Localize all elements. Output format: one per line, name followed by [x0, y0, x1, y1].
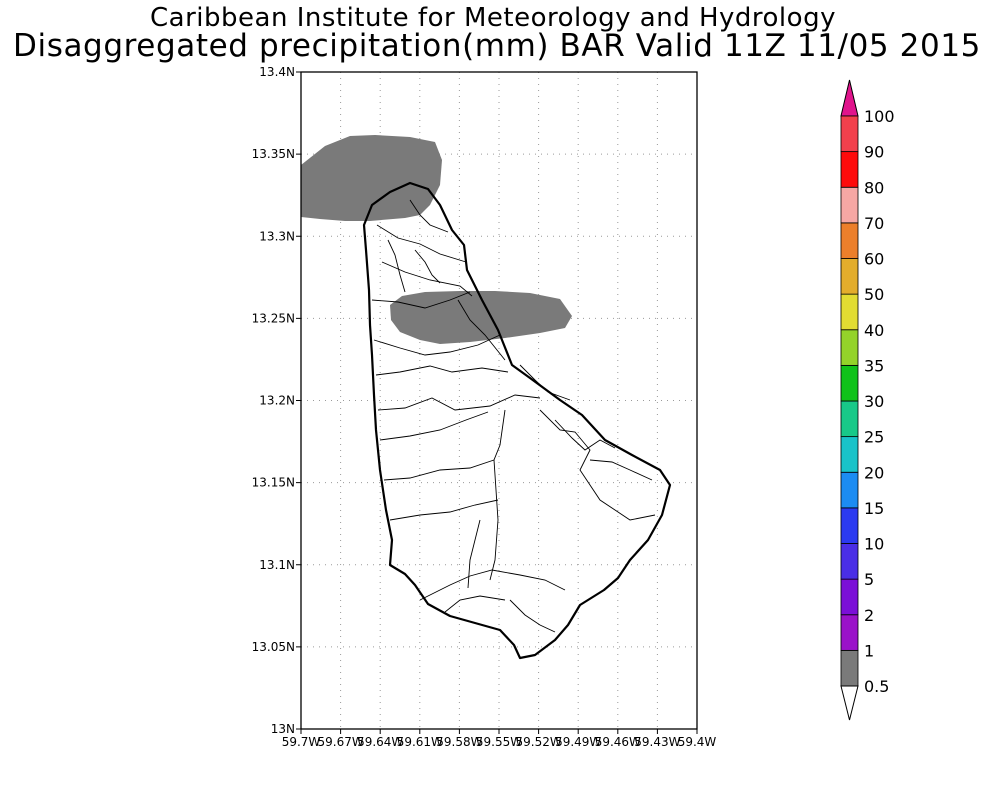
longitude-axis: 59.7W59.67W59.64W59.61W59.58W59.55W59.52… [282, 729, 717, 749]
colorbar-segment [840, 364, 859, 402]
lon-tick-label: 59.55W [476, 735, 522, 749]
lon-tick-label: 59.4W [678, 735, 717, 749]
colorbar-label: 70 [864, 214, 884, 233]
lon-tick-label: 59.7W [282, 735, 321, 749]
lat-tick-label: 13.25N [252, 311, 295, 325]
island-outline [362, 181, 672, 660]
lon-tick-label: 59.61W [397, 735, 443, 749]
colorbar-segment [840, 258, 859, 295]
lat-tick-label: 13.1N [259, 558, 295, 572]
colorbar-segment [840, 578, 859, 616]
lat-tick-label: 13N [271, 722, 295, 736]
lon-tick-label: 59.58W [436, 735, 482, 749]
colorbar-segment [840, 614, 859, 651]
gridlines [301, 72, 697, 729]
colorbar-segment [840, 649, 859, 687]
lon-tick-label: 59.49W [555, 735, 601, 749]
plot-area [301, 72, 697, 729]
colorbar-label: 2 [864, 606, 874, 625]
title-line-2: Disaggregated precipitation(mm) BAR Vali… [13, 28, 981, 64]
colorbar-segment [840, 471, 859, 509]
colorbar-label: 100 [864, 107, 895, 126]
lat-tick-label: 13.4N [259, 65, 295, 79]
colorbar-segment [840, 115, 859, 153]
lat-tick-label: 13.05N [252, 640, 295, 654]
colorbar-segment [840, 186, 859, 224]
colorbar-label: 10 [864, 535, 884, 554]
colorbar-label: 40 [864, 321, 884, 340]
lat-tick-label: 13.3N [259, 229, 295, 243]
colorbar-label: 35 [864, 356, 884, 375]
lat-tick-label: 13.15N [252, 476, 295, 490]
colorbar-top-arrow [840, 79, 859, 117]
colorbar-label: 60 [864, 250, 884, 269]
colorbar-label: 90 [864, 143, 884, 162]
colorbar-label: 1 [864, 641, 874, 660]
lon-tick-label: 59.64W [357, 735, 403, 749]
colorbar-label: 5 [864, 570, 874, 589]
colorbar-label: 25 [864, 428, 884, 447]
title-line-1: Caribbean Institute for Meteorology and … [150, 3, 836, 33]
lat-tick-label: 13.35N [252, 147, 295, 161]
lon-tick-label: 59.43W [634, 735, 680, 749]
colorbar-segment [840, 436, 859, 473]
lon-tick-label: 59.52W [515, 735, 561, 749]
colorbar-segment [840, 400, 859, 438]
colorbar-label: 80 [864, 178, 884, 197]
colorbar-segment [840, 507, 859, 544]
colorbar-label: 0.5 [864, 677, 889, 696]
latitude-axis: 13.4N 13.35N 13.3N 13.25N 13.2N 13.15N 13.1N 13… [252, 65, 301, 736]
catchment-boundaries [371, 199, 656, 633]
lat-tick-label: 13.2N [259, 394, 295, 408]
lon-tick-label: 59.46W [595, 735, 641, 749]
colorbar-label: 30 [864, 392, 884, 411]
colorbar-label: 15 [864, 499, 884, 518]
colorbar-label: 50 [864, 285, 884, 304]
colorbar-label: 20 [864, 463, 884, 482]
precip-area-northwest [301, 135, 442, 221]
colorbar-segment [840, 543, 859, 580]
colorbar-segment [840, 329, 859, 366]
lon-tick-label: 59.67W [317, 735, 363, 749]
colorbar-segment [840, 293, 859, 331]
colorbar-segment [840, 222, 859, 259]
colorbar-bottom-arrow [840, 685, 859, 721]
colorbar-segment [840, 151, 859, 188]
